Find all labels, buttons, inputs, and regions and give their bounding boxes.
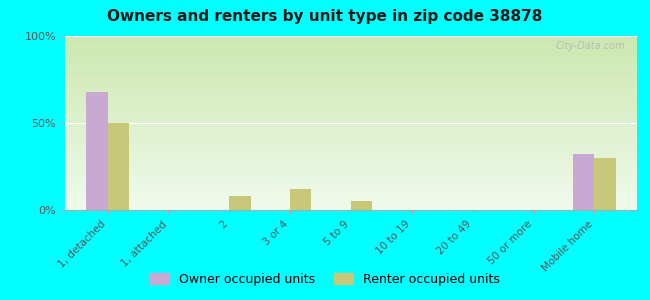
Bar xyxy=(86,92,108,210)
Text: Owners and renters by unit type in zip code 38878: Owners and renters by unit type in zip c… xyxy=(107,9,543,24)
Bar xyxy=(108,123,129,210)
Bar xyxy=(290,189,311,210)
Legend: Owner occupied units, Renter occupied units: Owner occupied units, Renter occupied un… xyxy=(146,268,504,291)
Bar xyxy=(573,154,594,210)
Bar xyxy=(594,158,616,210)
Text: City-Data.com: City-Data.com xyxy=(556,41,625,51)
Bar xyxy=(351,201,372,210)
Bar xyxy=(229,196,251,210)
